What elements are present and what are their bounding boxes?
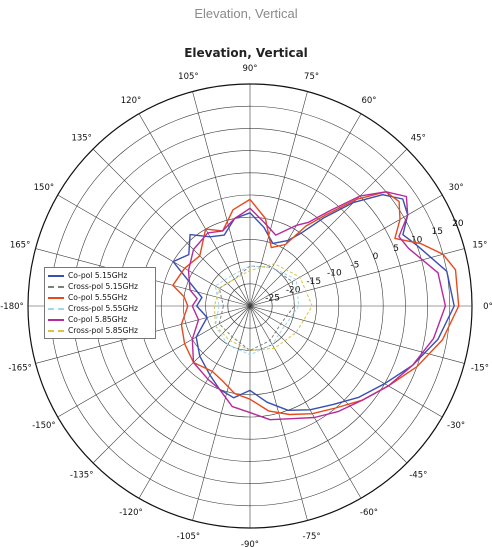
legend-label: Co-pol 5.55GHz	[68, 293, 128, 302]
grid-spoke	[249, 91, 308, 307]
angle-tick-label: 0°	[483, 302, 492, 312]
legend-swatch	[48, 318, 64, 321]
angle-tick-label: 105°	[178, 72, 198, 82]
angle-tick-label: 90°	[242, 64, 257, 74]
grid-spoke	[249, 148, 408, 307]
grid-spoke	[249, 305, 362, 499]
legend-label: Cross-pol 5.15GHz	[68, 282, 139, 291]
series-line	[187, 191, 447, 421]
angle-tick-label: 120°	[121, 96, 141, 106]
angle-tick-label: -45°	[409, 470, 427, 480]
grid-spoke	[249, 194, 443, 307]
grid-spoke	[138, 305, 251, 499]
angle-tick-label: -180°	[0, 302, 24, 312]
grid-spoke	[92, 305, 251, 464]
radial-tick-label: -15	[306, 277, 321, 287]
grid-spoke	[249, 305, 443, 418]
angle-tick-label: -15°	[471, 364, 489, 374]
grid-spoke	[92, 148, 251, 307]
angle-tick-label: 150°	[34, 183, 54, 193]
series-line	[172, 191, 460, 416]
angle-tick-label: 15°	[472, 240, 487, 250]
radial-tick-label: -5	[350, 260, 359, 270]
radial-tick-label: -25	[265, 294, 280, 304]
radial-tick-label: 0	[373, 252, 379, 262]
series-line	[218, 265, 295, 351]
legend-swatch	[48, 285, 64, 288]
legend-swatch	[48, 274, 64, 277]
angle-tick-label: 30°	[449, 183, 464, 193]
angle-tick-label: 165°	[10, 240, 30, 250]
legend-swatch	[48, 329, 64, 332]
angle-tick-label: -165°	[8, 364, 32, 374]
angle-tick-label: 45°	[411, 134, 426, 144]
radial-tick-label: -10	[327, 269, 342, 279]
grid-spoke	[249, 248, 465, 307]
radial-tick-label: 10	[411, 235, 423, 245]
chart-title: Elevation, Vertical	[184, 46, 308, 60]
angle-tick-label: -135°	[70, 470, 94, 480]
legend-label: Cross-pol 5.55GHz	[68, 304, 139, 313]
radial-tick-label: -20	[286, 285, 301, 295]
legend-swatch	[48, 307, 64, 310]
legend-item: Cross-pol 5.55GHz	[48, 303, 152, 314]
angle-tick-label: -30°	[447, 421, 465, 431]
series-line	[214, 265, 300, 356]
angle-tick-label: -105°	[177, 532, 201, 542]
angle-tick-label: 135°	[71, 134, 91, 144]
angle-tick-label: 60°	[361, 96, 376, 106]
legend-label: Co-pol 5.15GHz	[68, 271, 128, 280]
legend-label: Cross-pol 5.85GHz	[68, 326, 139, 335]
legend-item: Cross-pol 5.85GHz	[48, 325, 152, 336]
angle-tick-label: -90°	[241, 540, 259, 547]
radial-tick-label: 5	[393, 244, 399, 254]
angle-tick-label: 75°	[304, 72, 319, 82]
page-caption: Elevation, Vertical	[194, 6, 298, 21]
grid-spoke	[57, 305, 251, 418]
legend-item: Co-pol 5.15GHz	[48, 270, 152, 281]
angle-tick-label: -150°	[32, 421, 56, 431]
radial-tick-label: 20	[452, 219, 464, 229]
legend-item: Co-pol 5.55GHz	[48, 292, 152, 303]
chart-legend: Co-pol 5.15GHz Cross-pol 5.15GHz Co-pol 5.…	[44, 267, 156, 339]
legend-label: Co-pol 5.85GHz	[68, 315, 128, 324]
grid-spoke	[192, 91, 251, 307]
legend-item: Co-pol 5.85GHz	[48, 314, 152, 325]
grid-spoke	[57, 194, 251, 307]
grid-spoke	[192, 305, 251, 521]
legend-item: Cross-pol 5.15GHz	[48, 281, 152, 292]
grid-spoke	[249, 305, 465, 364]
legend-swatch	[48, 296, 64, 299]
grid-spoke	[249, 305, 408, 464]
series-line	[214, 263, 313, 351]
grid-spoke	[249, 113, 362, 307]
radial-tick-label: 15	[432, 227, 443, 237]
angle-tick-label: -75°	[303, 532, 321, 542]
angle-tick-label: -60°	[360, 508, 378, 518]
angle-tick-label: -120°	[119, 508, 143, 518]
grid-spoke	[138, 113, 251, 307]
